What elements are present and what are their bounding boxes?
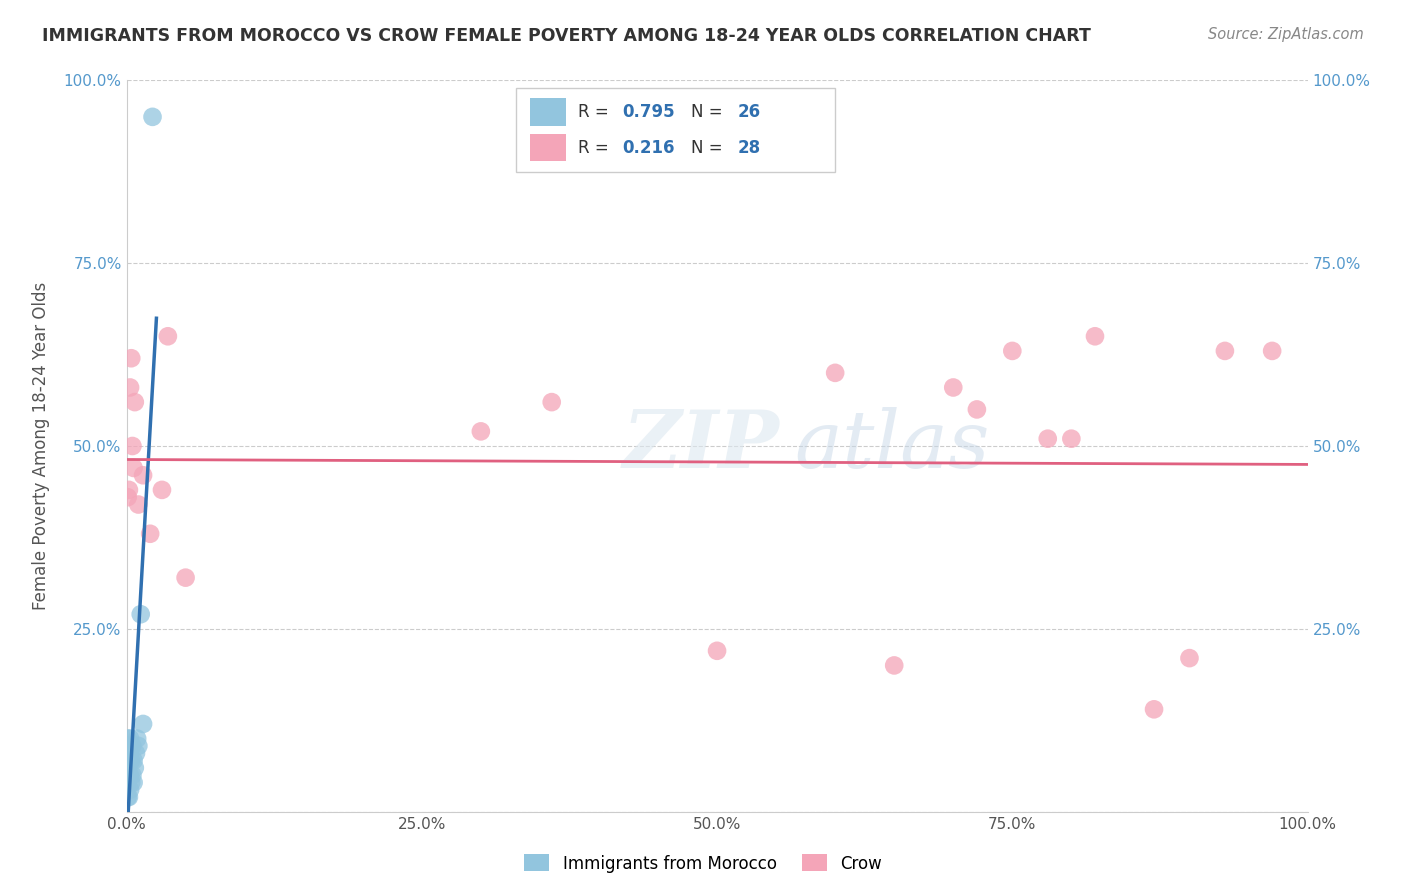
Text: N =: N = <box>692 138 728 157</box>
Y-axis label: Female Poverty Among 18-24 Year Olds: Female Poverty Among 18-24 Year Olds <box>32 282 49 610</box>
Point <box>117 746 139 760</box>
Point <box>1178 651 1201 665</box>
Point <box>132 468 155 483</box>
Point <box>120 768 142 782</box>
Point <box>1036 432 1059 446</box>
Legend: Immigrants from Morocco, Crow: Immigrants from Morocco, Crow <box>517 847 889 880</box>
Point <box>883 658 905 673</box>
Point <box>120 782 142 797</box>
Point <box>118 790 141 805</box>
Point <box>1001 343 1024 358</box>
Text: R =: R = <box>578 103 613 120</box>
Point <box>117 775 139 789</box>
Point <box>139 526 162 541</box>
Text: 0.795: 0.795 <box>623 103 675 120</box>
Point <box>124 395 146 409</box>
Point <box>120 775 142 789</box>
Point <box>470 425 492 439</box>
Point <box>117 761 139 775</box>
Point <box>124 761 146 775</box>
Point <box>127 739 149 753</box>
Point <box>122 775 145 789</box>
FancyBboxPatch shape <box>516 87 835 171</box>
Text: 28: 28 <box>737 138 761 157</box>
Text: Source: ZipAtlas.com: Source: ZipAtlas.com <box>1208 27 1364 42</box>
Point <box>156 329 179 343</box>
Text: atlas: atlas <box>794 408 990 484</box>
Point <box>132 717 155 731</box>
Text: 26: 26 <box>737 103 761 120</box>
Point <box>127 731 149 746</box>
Point <box>122 754 145 768</box>
Text: R =: R = <box>578 138 613 157</box>
Point <box>141 110 163 124</box>
FancyBboxPatch shape <box>530 98 565 126</box>
Point <box>127 498 149 512</box>
Point <box>120 731 142 746</box>
Point <box>118 754 141 768</box>
Point <box>122 461 145 475</box>
Point <box>118 483 141 497</box>
Point <box>121 768 143 782</box>
Point <box>174 571 197 585</box>
Point <box>706 644 728 658</box>
Point <box>1213 343 1236 358</box>
Point <box>118 768 141 782</box>
Point <box>121 739 143 753</box>
Point <box>1261 343 1284 358</box>
Point <box>824 366 846 380</box>
Point <box>117 790 139 805</box>
Point <box>1084 329 1107 343</box>
Point <box>942 380 965 394</box>
Point <box>129 607 152 622</box>
Point <box>120 351 142 366</box>
Point <box>117 490 139 504</box>
Point <box>125 746 148 760</box>
Point <box>966 402 988 417</box>
Text: IMMIGRANTS FROM MOROCCO VS CROW FEMALE POVERTY AMONG 18-24 YEAR OLDS CORRELATION: IMMIGRANTS FROM MOROCCO VS CROW FEMALE P… <box>42 27 1091 45</box>
Point <box>121 439 143 453</box>
Point <box>120 380 142 394</box>
Point <box>117 731 139 746</box>
Point <box>150 483 173 497</box>
Point <box>540 395 562 409</box>
Text: 0.216: 0.216 <box>623 138 675 157</box>
FancyBboxPatch shape <box>530 134 565 161</box>
Point <box>120 754 142 768</box>
Point <box>1060 432 1083 446</box>
Text: ZIP: ZIP <box>623 408 779 484</box>
Text: N =: N = <box>692 103 728 120</box>
Point <box>118 739 141 753</box>
Point <box>120 746 142 760</box>
Point <box>1143 702 1166 716</box>
